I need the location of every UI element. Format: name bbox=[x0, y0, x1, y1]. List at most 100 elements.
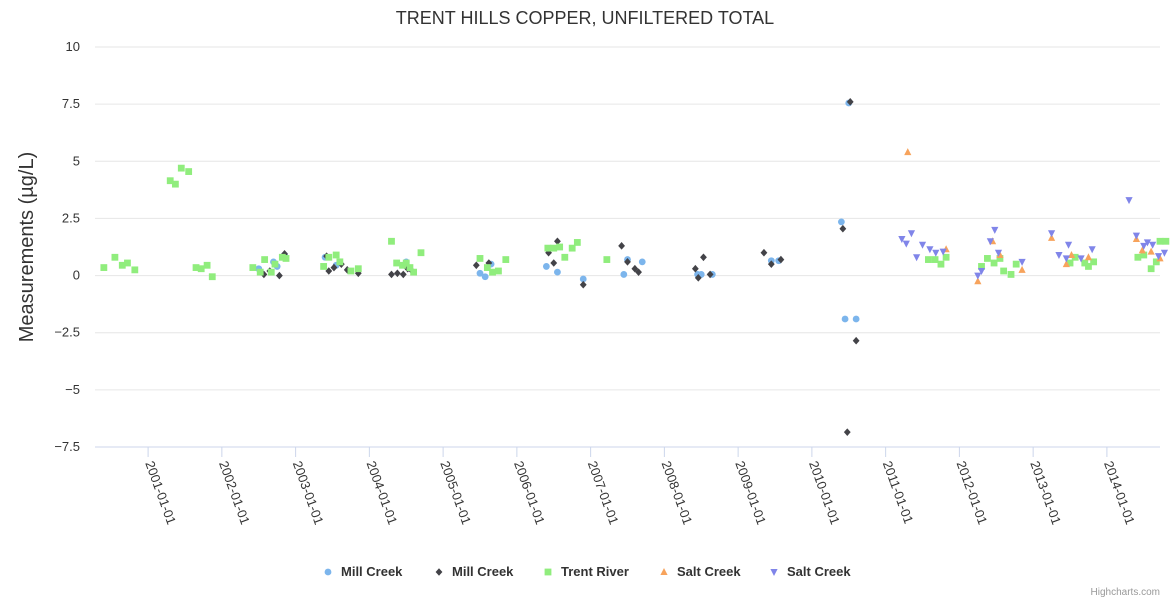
data-point[interactable] bbox=[1154, 253, 1163, 261]
data-point[interactable] bbox=[320, 263, 328, 270]
data-point[interactable] bbox=[208, 273, 216, 281]
data-point[interactable] bbox=[1062, 255, 1070, 263]
legend-label[interactable]: Mill Creek bbox=[341, 564, 403, 579]
data-point[interactable] bbox=[1140, 242, 1148, 250]
data-point[interactable] bbox=[931, 256, 939, 263]
data-point[interactable] bbox=[1012, 260, 1020, 268]
data-point[interactable] bbox=[1132, 232, 1140, 240]
data-point[interactable] bbox=[918, 241, 927, 249]
legend-label[interactable]: Salt Creek bbox=[677, 564, 741, 579]
data-point[interactable] bbox=[1143, 239, 1152, 247]
data-point[interactable] bbox=[1018, 265, 1026, 273]
data-point[interactable] bbox=[275, 271, 283, 280]
data-point[interactable] bbox=[1090, 258, 1098, 266]
data-point[interactable] bbox=[1138, 246, 1146, 254]
data-point[interactable] bbox=[904, 148, 912, 156]
data-point[interactable] bbox=[185, 168, 193, 175]
data-point[interactable] bbox=[476, 269, 484, 277]
data-point[interactable] bbox=[166, 177, 174, 185]
data-point[interactable] bbox=[579, 280, 587, 289]
legend-marker[interactable] bbox=[770, 569, 778, 576]
data-point[interactable] bbox=[635, 268, 642, 276]
data-point[interactable] bbox=[974, 277, 982, 285]
legend-label[interactable]: Salt Creek bbox=[787, 564, 851, 579]
data-point[interactable] bbox=[1047, 233, 1056, 241]
data-point[interactable] bbox=[481, 273, 489, 281]
data-point[interactable] bbox=[977, 268, 986, 275]
data-point[interactable] bbox=[990, 259, 998, 267]
data-point[interactable] bbox=[932, 249, 940, 257]
data-point[interactable] bbox=[388, 270, 395, 279]
data-point[interactable] bbox=[550, 259, 558, 267]
data-point[interactable] bbox=[502, 256, 510, 263]
data-point[interactable] bbox=[417, 249, 425, 257]
data-point[interactable] bbox=[837, 218, 845, 226]
data-point[interactable] bbox=[278, 253, 286, 261]
data-point[interactable] bbox=[760, 248, 768, 257]
data-point[interactable] bbox=[393, 259, 401, 267]
data-point[interactable] bbox=[544, 244, 552, 252]
data-point[interactable] bbox=[898, 236, 906, 243]
data-point[interactable] bbox=[249, 264, 257, 271]
data-point[interactable] bbox=[554, 268, 561, 276]
data-point[interactable] bbox=[111, 253, 119, 261]
legend-marker[interactable] bbox=[435, 568, 443, 576]
data-point[interactable] bbox=[1062, 260, 1070, 268]
data-point[interactable] bbox=[694, 274, 702, 282]
data-point[interactable] bbox=[603, 256, 611, 263]
data-point[interactable] bbox=[1162, 237, 1170, 245]
data-point[interactable] bbox=[282, 255, 290, 262]
data-point[interactable] bbox=[118, 261, 126, 269]
data-point[interactable] bbox=[925, 256, 932, 263]
legend-item[interactable]: Trent River bbox=[544, 564, 629, 579]
data-point[interactable] bbox=[1064, 241, 1073, 249]
data-point[interactable] bbox=[994, 249, 1003, 257]
legend-item[interactable]: Mill Creek bbox=[435, 564, 515, 579]
data-point[interactable] bbox=[986, 238, 994, 246]
data-point[interactable] bbox=[1071, 253, 1079, 261]
data-point[interactable] bbox=[354, 265, 362, 273]
data-point[interactable] bbox=[332, 251, 340, 259]
data-point[interactable] bbox=[852, 315, 860, 323]
data-point[interactable] bbox=[476, 255, 484, 262]
data-point[interactable] bbox=[256, 268, 264, 276]
data-point[interactable] bbox=[325, 267, 333, 275]
data-point[interactable] bbox=[1160, 249, 1169, 257]
data-point[interactable] bbox=[1149, 241, 1157, 249]
data-point[interactable] bbox=[846, 98, 854, 106]
legend-marker[interactable] bbox=[324, 568, 332, 576]
data-point[interactable] bbox=[1055, 252, 1063, 259]
data-point[interactable] bbox=[902, 240, 910, 248]
data-point[interactable] bbox=[550, 244, 558, 252]
data-point[interactable] bbox=[399, 270, 407, 279]
data-point[interactable] bbox=[767, 260, 775, 268]
legend-marker[interactable] bbox=[544, 568, 552, 576]
data-point[interactable] bbox=[556, 243, 564, 251]
data-point[interactable] bbox=[410, 268, 418, 276]
data-point[interactable] bbox=[347, 267, 355, 275]
data-point[interactable] bbox=[777, 255, 785, 264]
data-point[interactable] bbox=[399, 261, 406, 269]
data-point[interactable] bbox=[472, 261, 480, 270]
data-point[interactable] bbox=[568, 244, 576, 252]
data-point[interactable] bbox=[1084, 253, 1093, 261]
data-point[interactable] bbox=[542, 263, 550, 270]
data-point[interactable] bbox=[991, 226, 999, 234]
data-point[interactable] bbox=[388, 237, 395, 245]
data-point[interactable] bbox=[939, 248, 947, 256]
data-point[interactable] bbox=[1067, 251, 1076, 258]
data-point[interactable] bbox=[271, 260, 279, 268]
data-point[interactable] bbox=[839, 224, 847, 233]
data-point[interactable] bbox=[1088, 246, 1096, 254]
data-point[interactable] bbox=[1081, 259, 1089, 267]
data-point[interactable] bbox=[177, 164, 185, 172]
data-point[interactable] bbox=[100, 264, 108, 271]
data-point[interactable] bbox=[1140, 251, 1148, 259]
data-point[interactable] bbox=[1152, 258, 1160, 266]
data-point[interactable] bbox=[624, 258, 631, 266]
data-point[interactable] bbox=[325, 253, 333, 261]
legend-item[interactable]: Salt Creek bbox=[770, 564, 851, 579]
data-point[interactable] bbox=[984, 255, 991, 262]
data-point[interactable] bbox=[1066, 259, 1074, 267]
data-point[interactable] bbox=[489, 268, 496, 276]
